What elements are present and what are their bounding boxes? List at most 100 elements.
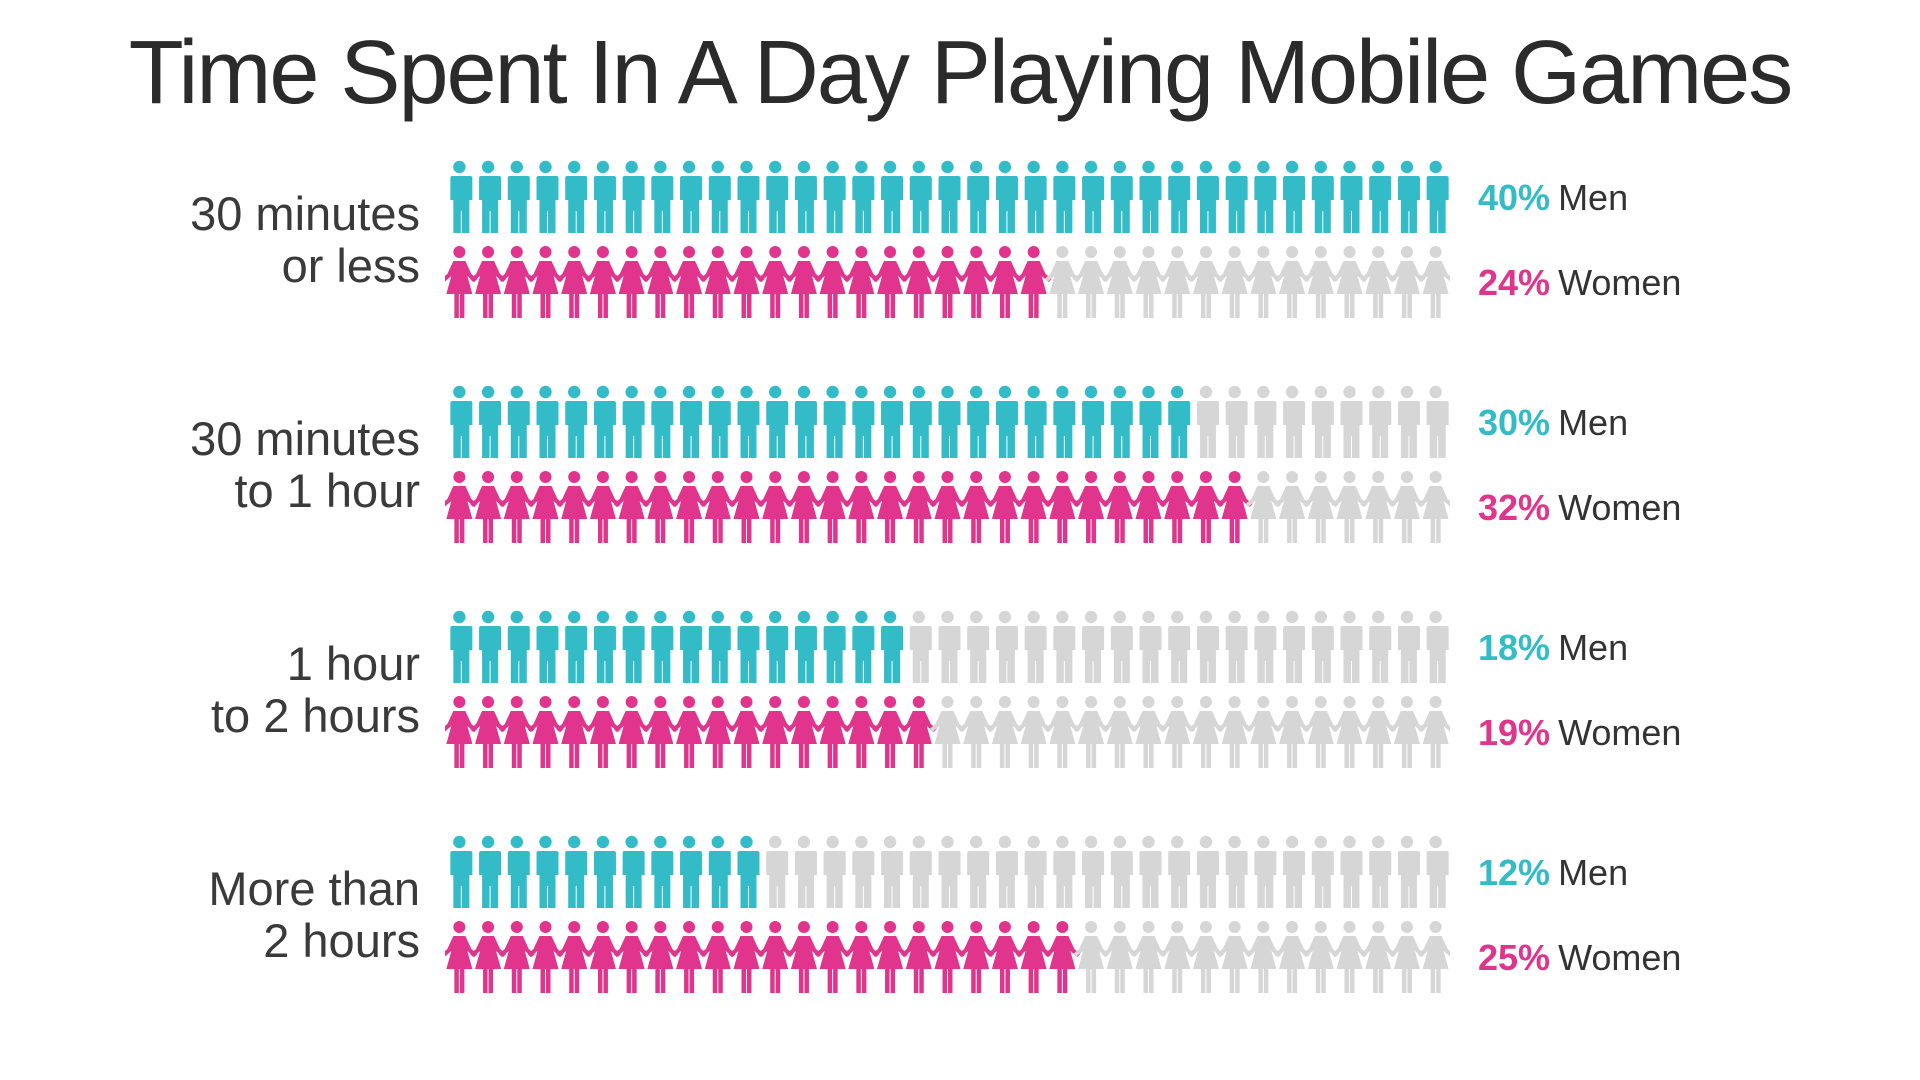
woman-icon [642,246,679,318]
woman-icon [929,471,966,543]
man-icon-inactive [965,835,990,908]
woman-icon [613,696,650,768]
woman-icon-inactive [1331,921,1368,993]
woman-icon [1044,471,1081,543]
men-stat: 40% Men [1478,178,1628,218]
woman-icon-inactive [1388,696,1425,768]
man-icon-inactive [1252,385,1277,458]
man-icon [879,385,904,458]
woman-icon [470,921,507,993]
percent-label: 18% [1478,627,1551,668]
woman-icon [699,246,736,318]
man-icon [1051,160,1076,233]
woman-icon [527,246,564,318]
man-icon-inactive [1051,610,1076,683]
woman-icon [498,471,535,543]
woman-icon [843,246,880,318]
woman-icon [699,696,736,768]
woman-icon-inactive [1360,471,1397,543]
man-icon-inactive [1367,835,1392,908]
man-icon [591,610,616,683]
women-stat: 32% Women [1478,488,1681,528]
woman-icon [728,696,765,768]
man-icon [735,610,760,683]
woman-icon-inactive [1331,696,1368,768]
woman-icon [872,696,909,768]
men-icon-row [448,385,1449,458]
men-icon-row [448,610,1449,683]
man-icon [879,610,904,683]
man-icon [563,610,588,683]
woman-icon-inactive [1073,921,1110,993]
man-icon-inactive [1194,385,1219,458]
woman-icon-inactive [1073,246,1110,318]
woman-icon [671,471,708,543]
man-icon [534,385,559,458]
woman-icon [584,471,621,543]
woman-icon [958,471,995,543]
man-icon-inactive [850,835,875,908]
woman-icon [613,246,650,318]
man-icon [534,160,559,233]
man-icon [678,160,703,233]
man-icon-inactive [1395,835,1420,908]
woman-icon-inactive [1130,921,1167,993]
woman-icon [872,471,909,543]
man-icon [993,160,1018,233]
man-icon [477,835,502,908]
man-icon [792,610,817,683]
woman-icon [642,696,679,768]
man-icon [792,160,817,233]
series-name-label: Women [1558,712,1682,753]
women-stat: 19% Women [1478,713,1681,753]
woman-icon [1130,471,1167,543]
man-icon-inactive [1080,835,1105,908]
woman-icon [584,921,621,993]
category-label-line: or less [281,239,420,292]
man-icon [993,385,1018,458]
woman-icon-inactive [1417,246,1450,318]
man-icon [649,385,674,458]
woman-icon-inactive [1360,696,1397,768]
woman-icon [900,246,937,318]
men-stat: 12% Men [1478,853,1628,893]
woman-icon [642,471,679,543]
man-icon-inactive [1367,610,1392,683]
percent-label: 24% [1478,262,1551,303]
man-icon [448,160,473,233]
man-icon [850,610,875,683]
man-icon [735,160,760,233]
man-icon [448,385,473,458]
man-icon-inactive [1108,610,1133,683]
woman-icon [1101,471,1138,543]
man-icon [1252,160,1277,233]
man-icon [477,610,502,683]
woman-icon [1015,471,1052,543]
woman-icon-inactive [1274,471,1311,543]
woman-icon [1187,471,1224,543]
man-icon [821,385,846,458]
woman-icon-inactive [1159,921,1196,993]
woman-icon [757,696,794,768]
man-icon-inactive [1166,835,1191,908]
man-icon-inactive [1051,835,1076,908]
men-stat: 30% Men [1478,403,1628,443]
woman-icon [814,696,851,768]
man-icon [591,385,616,458]
man-icon [620,835,645,908]
woman-icon [785,246,822,318]
woman-icon [1216,471,1253,543]
man-icon [505,610,530,683]
man-icon [563,835,588,908]
category-label-line: 2 hours [263,914,420,967]
man-icon-inactive [1281,610,1306,683]
man-icon-inactive [993,610,1018,683]
series-name-label: Women [1558,262,1682,303]
woman-icon-inactive [1044,246,1081,318]
woman-icon [986,471,1023,543]
woman-icon [498,696,535,768]
man-icon [764,160,789,233]
woman-icon [814,921,851,993]
man-icon [1108,385,1133,458]
man-icon [965,385,990,458]
